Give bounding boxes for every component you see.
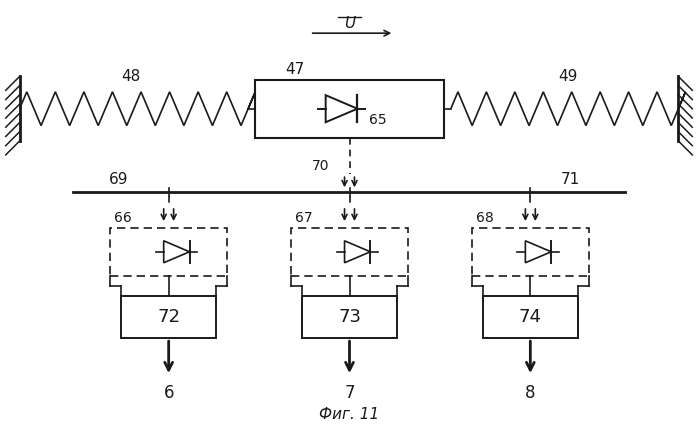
- Text: U: U: [344, 16, 355, 31]
- Bar: [122, 296, 216, 338]
- Text: Фиг. 11: Фиг. 11: [319, 407, 380, 422]
- Text: 70: 70: [312, 159, 330, 173]
- Bar: [472, 228, 589, 276]
- Text: 71: 71: [561, 172, 579, 187]
- Text: 6: 6: [164, 384, 174, 402]
- Text: 48: 48: [122, 69, 140, 84]
- Text: 49: 49: [559, 69, 578, 84]
- Bar: [291, 228, 408, 276]
- Text: 7: 7: [344, 384, 355, 402]
- Bar: [483, 296, 577, 338]
- Text: 72: 72: [157, 308, 180, 326]
- Text: 65: 65: [368, 112, 386, 127]
- Bar: [255, 80, 444, 138]
- Text: 73: 73: [338, 308, 361, 326]
- Text: 66: 66: [114, 211, 132, 225]
- Text: 69: 69: [109, 172, 129, 187]
- Text: 68: 68: [476, 211, 493, 225]
- Text: 47: 47: [285, 62, 305, 77]
- Text: 8: 8: [525, 384, 535, 402]
- Text: 67: 67: [295, 211, 312, 225]
- Bar: [302, 296, 397, 338]
- Bar: [110, 228, 227, 276]
- Text: 74: 74: [519, 308, 542, 326]
